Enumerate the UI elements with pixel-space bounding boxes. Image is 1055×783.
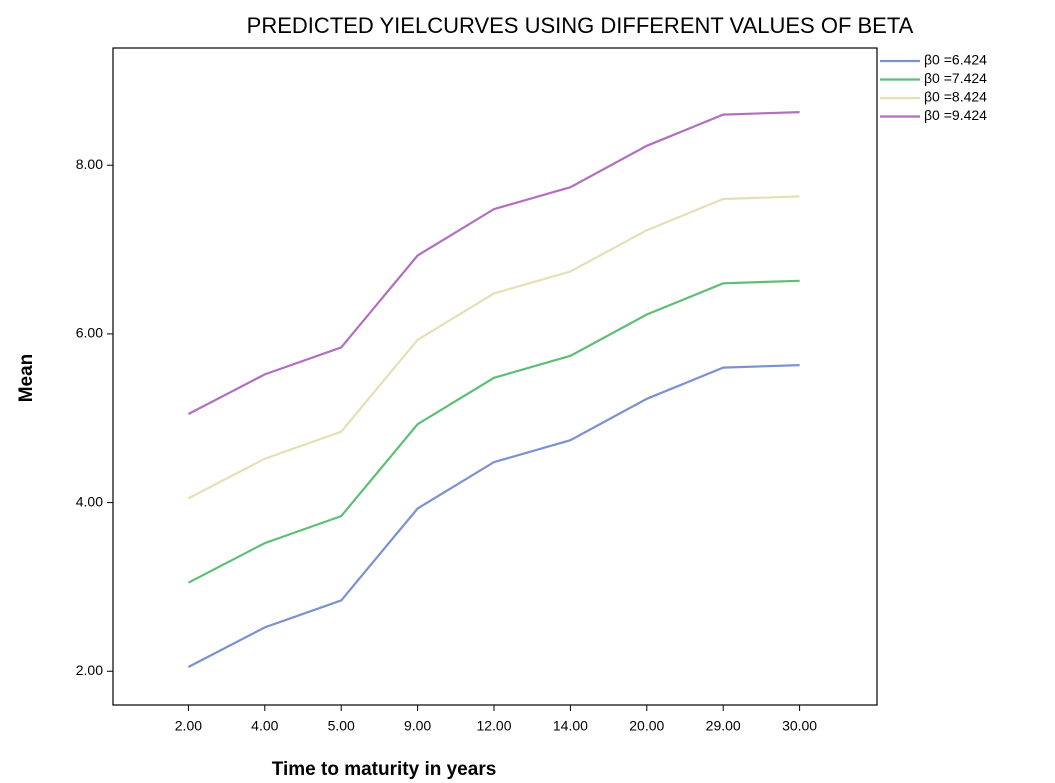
series-line — [187, 111, 800, 415]
x-tick-label: 9.00 — [404, 718, 431, 734]
x-tick-label: 12.00 — [476, 718, 511, 734]
legend-label: β0 =6.424 — [924, 52, 987, 68]
chart-title: PREDICTED YIELCURVES USING DIFFERENT VAL… — [247, 13, 914, 38]
x-tick-label: 4.00 — [251, 718, 278, 734]
x-tick-label: 5.00 — [328, 718, 355, 734]
series-line — [187, 364, 800, 668]
y-tick-label: 8.00 — [76, 156, 103, 172]
x-tick-label: 29.00 — [706, 718, 741, 734]
series-line — [187, 279, 800, 584]
x-tick-label: 20.00 — [629, 718, 664, 734]
x-tick-label: 30.00 — [782, 718, 817, 734]
x-axis-label: Time to maturity in years — [272, 759, 497, 780]
legend-label: β0 =8.424 — [924, 89, 987, 105]
series-line — [187, 195, 800, 500]
plot-frame — [112, 47, 878, 706]
legend-label: β0 =7.424 — [924, 70, 987, 86]
x-tick-label: 2.00 — [175, 718, 202, 734]
y-axis-label: Mean — [16, 354, 37, 403]
y-tick-label: 2.00 — [76, 662, 103, 678]
y-tick-label: 4.00 — [76, 493, 103, 509]
y-tick-label: 6.00 — [76, 325, 103, 341]
legend-label: β0 =9.424 — [924, 107, 987, 123]
x-tick-label: 14.00 — [553, 718, 588, 734]
